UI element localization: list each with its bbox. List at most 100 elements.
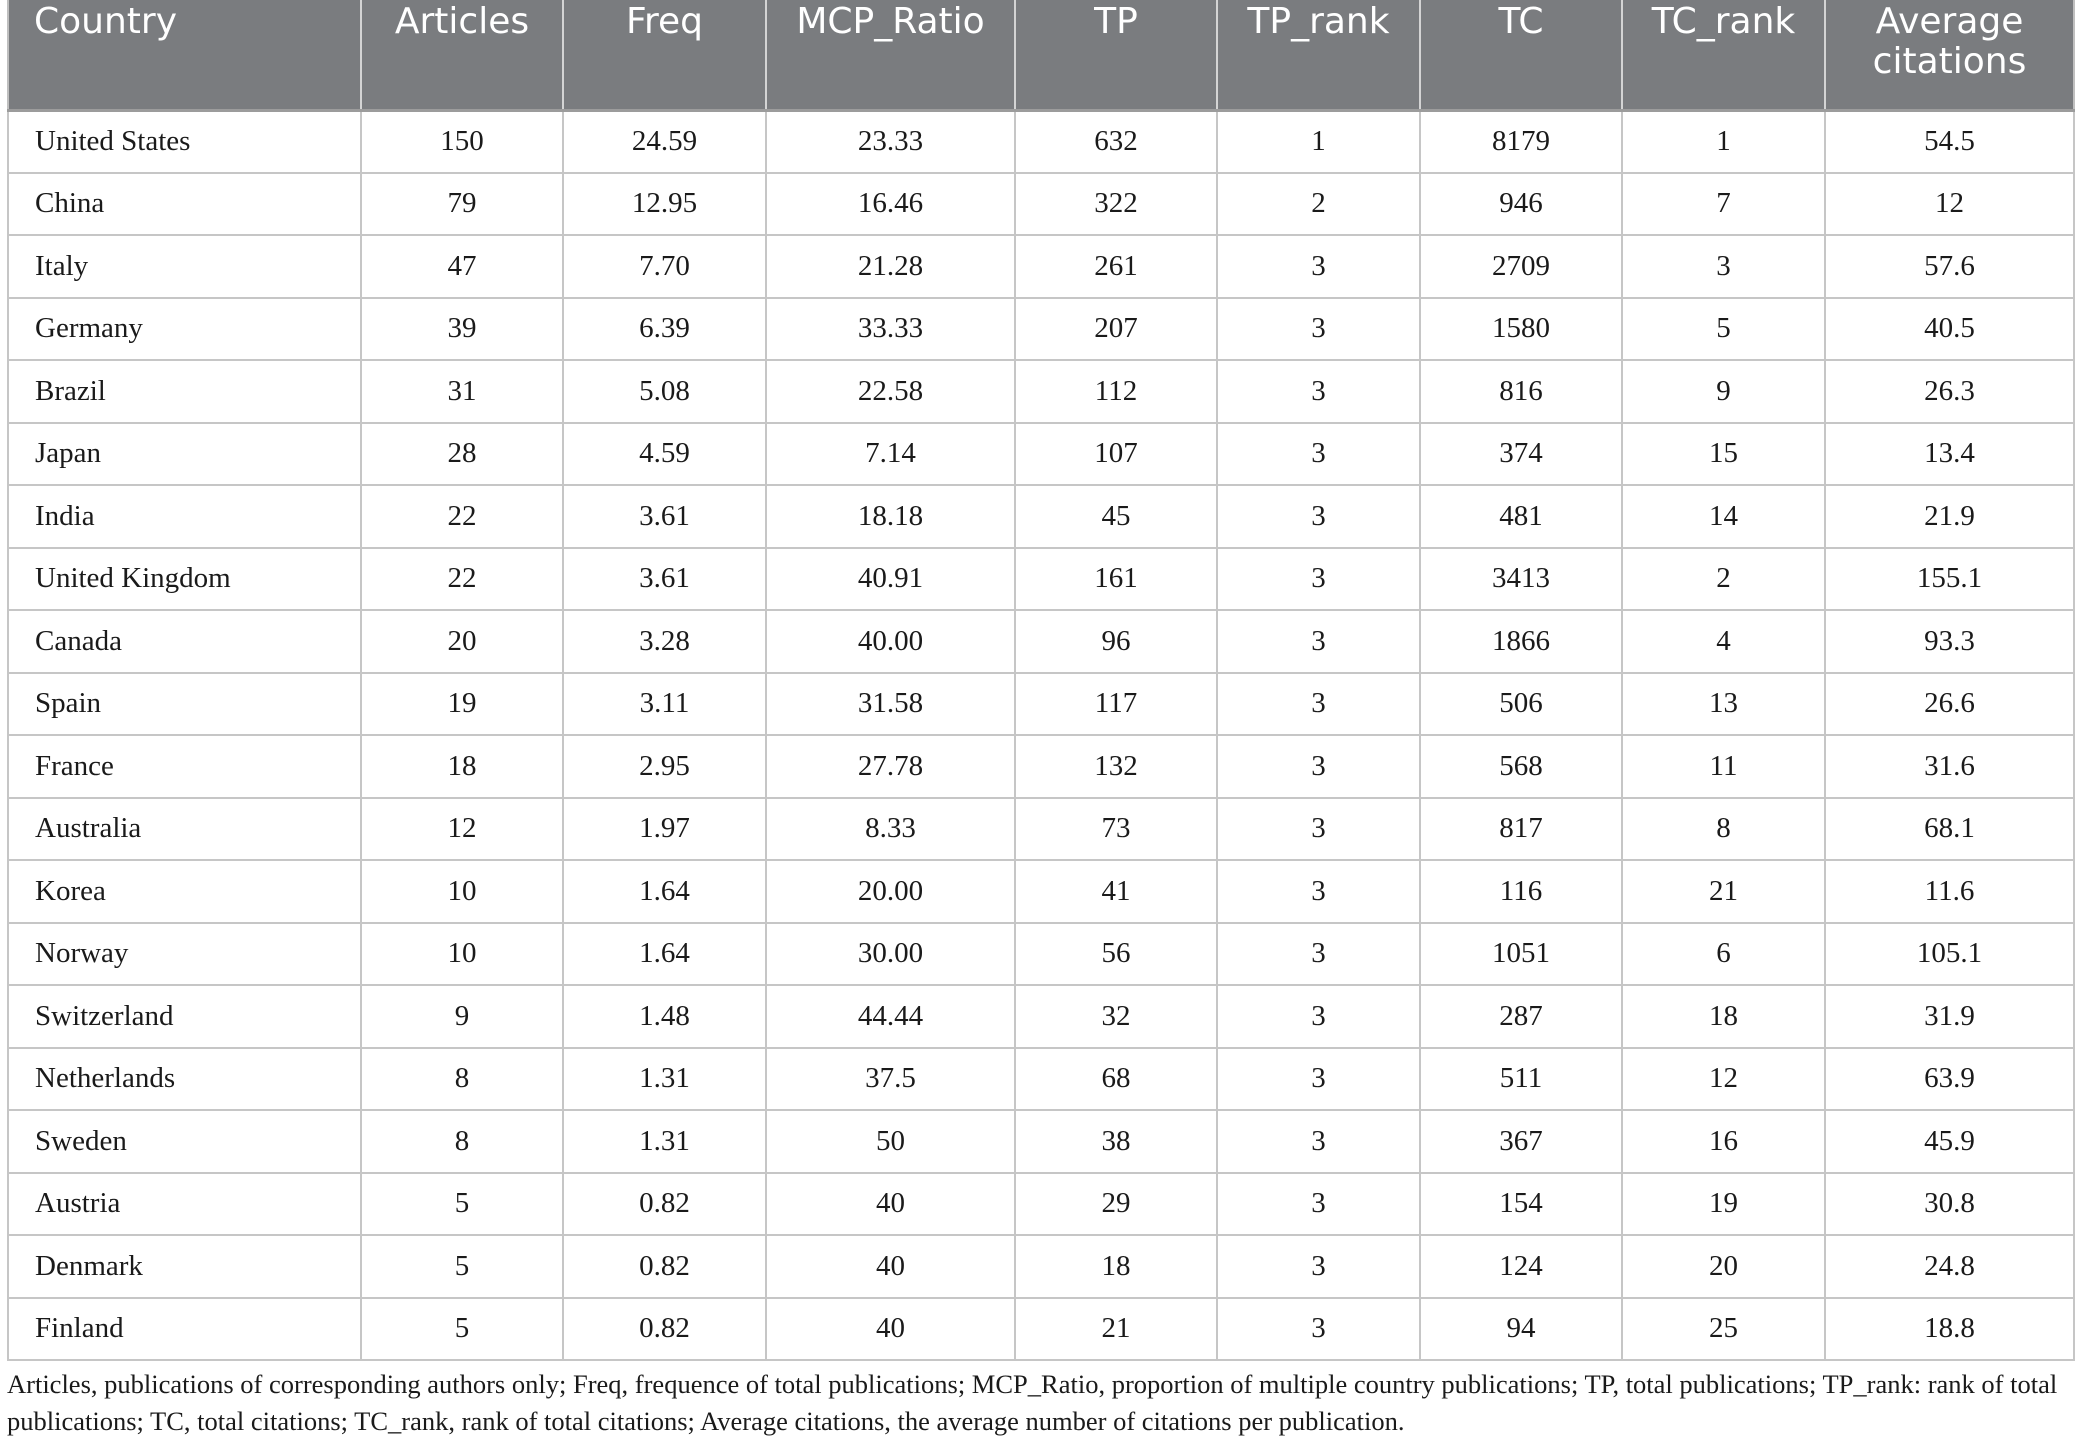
table-row: Denmark 5 0.82 40 18 3 124 20 24.8 [7,1234,2075,1299]
table-cell-country: Finland [7,1296,362,1361]
table-body: United States 150 24.59 23.33 632 1 8179 1 54.5 C… [7,109,2075,1361]
table-cell-tc-rank: 4 [1621,609,1826,674]
table-row: Finland 5 0.82 40 21 3 94 25 18.8 [7,1296,2075,1361]
table-row: Sweden 8 1.31 50 38 3 367 16 45.9 [7,1109,2075,1174]
table-cell-average-citations: 31.6 [1824,734,2075,799]
table-row: Brazil 31 5.08 22.58 112 3 816 9 26.3 [7,359,2075,424]
column-header-average-citations: Average citations [1824,0,2075,112]
table-cell-average-citations: 21.9 [1824,484,2075,549]
table-cell-tp-rank: 3 [1216,921,1421,986]
table-cell-country: Australia [7,796,362,861]
table-cell-tp-rank: 3 [1216,484,1421,549]
table-cell-tc-rank: 9 [1621,359,1826,424]
column-header-tp: TP [1014,0,1218,112]
table-cell-freq: 1.64 [562,921,767,986]
table-header: Country Articles Freq MCP_Ratio TP TP_rank TC T… [7,0,2075,112]
column-header-mcp-ratio: MCP_Ratio [765,0,1016,112]
column-header-tc-rank: TC_rank [1621,0,1826,112]
table-cell-average-citations: 40.5 [1824,296,2075,361]
table-cell-country: China [7,171,362,236]
table-row: Austria 5 0.82 40 29 3 154 19 30.8 [7,1171,2075,1236]
table-cell-tc-rank: 21 [1621,859,1826,924]
table-cell-country: Brazil [7,359,362,424]
table-cell-mcp-ratio: 50 [765,1109,1016,1174]
table-cell-articles: 5 [360,1296,564,1361]
table-cell-tp-rank: 1 [1216,109,1421,174]
table-cell-country: Switzerland [7,984,362,1049]
table-cell-tc-rank: 12 [1621,1046,1826,1111]
table-cell-articles: 150 [360,109,564,174]
table-cell-mcp-ratio: 23.33 [765,109,1016,174]
table-cell-tp: 117 [1014,671,1218,736]
table-cell-tp-rank: 3 [1216,859,1421,924]
column-header-freq: Freq [562,0,767,112]
column-header-tc: TC [1419,0,1623,112]
country-statistics-table: Country Articles Freq MCP_Ratio TP TP_rank TC T… [7,0,2075,1361]
table-cell-tc-rank: 18 [1621,984,1826,1049]
table-cell-tc: 124 [1419,1234,1623,1299]
table-cell-tp: 112 [1014,359,1218,424]
table-cell-articles: 10 [360,921,564,986]
table-cell-freq: 3.11 [562,671,767,736]
table-cell-average-citations: 24.8 [1824,1234,2075,1299]
table-cell-tp: 21 [1014,1296,1218,1361]
table-cell-tc-rank: 11 [1621,734,1826,799]
table-cell-tc: 816 [1419,359,1623,424]
table-cell-country: Sweden [7,1109,362,1174]
table-cell-tp-rank: 3 [1216,1234,1421,1299]
table-cell-articles: 12 [360,796,564,861]
table-cell-tp: 96 [1014,609,1218,674]
table-cell-tc: 568 [1419,734,1623,799]
table-cell-articles: 10 [360,859,564,924]
table-cell-articles: 79 [360,171,564,236]
header-row: Country Articles Freq MCP_Ratio TP TP_rank TC T… [7,0,2075,112]
table-row: Germany 39 6.39 33.33 207 3 1580 5 40.5 [7,296,2075,361]
table-cell-tc: 116 [1419,859,1623,924]
table-cell-average-citations: 155.1 [1824,546,2075,611]
table-cell-tp-rank: 3 [1216,734,1421,799]
table-cell-average-citations: 26.6 [1824,671,2075,736]
column-header-articles: Articles [360,0,564,112]
table-row: France 18 2.95 27.78 132 3 568 11 31.6 [7,734,2075,799]
table-cell-country: United States [7,109,362,174]
table-cell-mcp-ratio: 7.14 [765,421,1016,486]
table-cell-average-citations: 11.6 [1824,859,2075,924]
table-cell-tp: 29 [1014,1171,1218,1236]
table-row: China 79 12.95 16.46 322 2 946 7 12 [7,171,2075,236]
table-cell-tp: 632 [1014,109,1218,174]
table-cell-tc: 506 [1419,671,1623,736]
table-cell-freq: 5.08 [562,359,767,424]
table-cell-freq: 24.59 [562,109,767,174]
table-cell-tp-rank: 3 [1216,1296,1421,1361]
table-cell-tp: 73 [1014,796,1218,861]
table-cell-average-citations: 31.9 [1824,984,2075,1049]
table-cell-tc-rank: 19 [1621,1171,1826,1236]
table-cell-tp: 322 [1014,171,1218,236]
table-cell-freq: 1.48 [562,984,767,1049]
table-cell-freq: 6.39 [562,296,767,361]
table-cell-articles: 9 [360,984,564,1049]
table-cell-articles: 19 [360,671,564,736]
table-row: India 22 3.61 18.18 45 3 481 14 21.9 [7,484,2075,549]
table-cell-tc: 817 [1419,796,1623,861]
table-cell-mcp-ratio: 40 [765,1234,1016,1299]
table-cell-articles: 20 [360,609,564,674]
table-cell-tc: 946 [1419,171,1623,236]
table-cell-tp: 56 [1014,921,1218,986]
table-cell-average-citations: 13.4 [1824,421,2075,486]
table-cell-tc: 8179 [1419,109,1623,174]
table-cell-tc: 3413 [1419,546,1623,611]
table-cell-freq: 7.70 [562,234,767,299]
table-cell-country: Norway [7,921,362,986]
table-cell-tc: 154 [1419,1171,1623,1236]
table-cell-freq: 0.82 [562,1171,767,1236]
table-cell-average-citations: 26.3 [1824,359,2075,424]
table-cell-average-citations: 63.9 [1824,1046,2075,1111]
table-cell-freq: 4.59 [562,421,767,486]
table-cell-country: Canada [7,609,362,674]
table-cell-mcp-ratio: 40 [765,1296,1016,1361]
table-row: United States 150 24.59 23.33 632 1 8179 1 54.5 [7,109,2075,174]
table-cell-tp-rank: 3 [1216,359,1421,424]
table-cell-freq: 0.82 [562,1234,767,1299]
table-cell-country: Germany [7,296,362,361]
